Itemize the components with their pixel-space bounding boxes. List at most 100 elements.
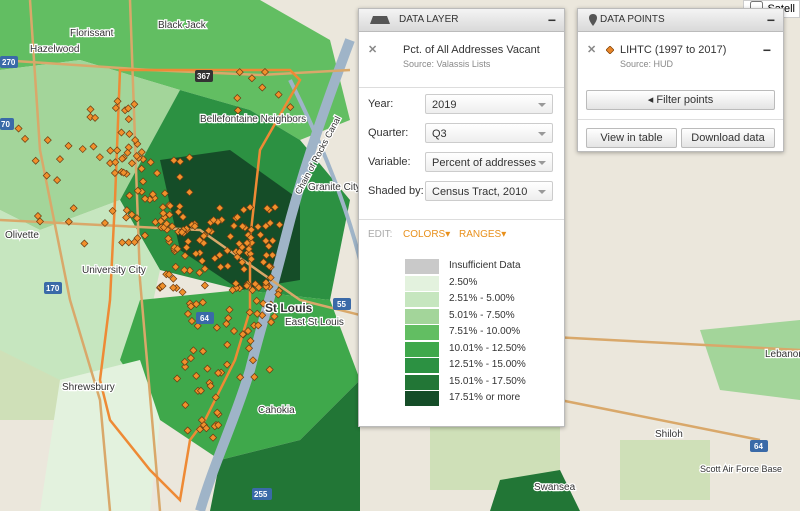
lihtc-point[interactable] xyxy=(123,148,132,157)
lihtc-point[interactable] xyxy=(133,214,142,223)
lihtc-point[interactable] xyxy=(265,365,274,374)
lihtc-point[interactable] xyxy=(238,330,247,339)
lihtc-point[interactable] xyxy=(133,186,142,195)
dropdown[interactable]: 2019 xyxy=(425,94,553,114)
lihtc-point[interactable] xyxy=(244,245,253,254)
remove-button[interactable]: ✕ xyxy=(368,44,378,56)
lihtc-point[interactable] xyxy=(246,233,255,242)
lihtc-point[interactable] xyxy=(55,155,64,164)
ranges-menu[interactable]: RANGES▾ xyxy=(459,229,507,240)
lihtc-point[interactable] xyxy=(183,309,192,318)
lihtc-point[interactable] xyxy=(245,344,254,353)
lihtc-point[interactable] xyxy=(192,300,201,309)
lihtc-point[interactable] xyxy=(176,157,185,166)
lihtc-point[interactable] xyxy=(262,251,271,260)
lihtc-point[interactable] xyxy=(131,136,140,145)
lihtc-point[interactable] xyxy=(169,274,178,283)
lihtc-point[interactable] xyxy=(209,215,218,224)
lihtc-point[interactable] xyxy=(259,299,268,308)
lihtc-point[interactable] xyxy=(137,164,146,173)
lihtc-point[interactable] xyxy=(140,231,149,240)
lihtc-point[interactable] xyxy=(274,90,283,99)
lihtc-point[interactable] xyxy=(264,242,273,251)
lihtc-point[interactable] xyxy=(254,321,263,330)
lihtc-point[interactable] xyxy=(211,393,220,402)
lihtc-point[interactable] xyxy=(235,247,244,256)
lihtc-point[interactable] xyxy=(117,128,126,137)
lihtc-point[interactable] xyxy=(21,134,30,143)
dropdown[interactable]: Q3 xyxy=(425,123,553,143)
lihtc-point[interactable] xyxy=(223,262,232,271)
lihtc-point[interactable] xyxy=(148,190,157,199)
lihtc-point[interactable] xyxy=(261,278,270,287)
lihtc-point[interactable] xyxy=(231,279,240,288)
lihtc-point[interactable] xyxy=(175,202,184,211)
lihtc-point[interactable] xyxy=(266,218,275,227)
lihtc-point[interactable] xyxy=(64,217,73,226)
lihtc-point[interactable] xyxy=(91,113,100,122)
lihtc-point[interactable] xyxy=(196,386,205,395)
lihtc-point[interactable] xyxy=(271,203,280,212)
lihtc-point[interactable] xyxy=(186,354,195,363)
lihtc-point[interactable] xyxy=(248,286,257,295)
lihtc-point[interactable] xyxy=(168,222,177,231)
lihtc-point[interactable] xyxy=(43,136,52,145)
lihtc-point[interactable] xyxy=(248,356,257,365)
lihtc-point[interactable] xyxy=(274,290,283,299)
lihtc-point[interactable] xyxy=(175,173,184,182)
lihtc-point[interactable] xyxy=(110,169,119,178)
lihtc-point[interactable] xyxy=(215,251,224,260)
lihtc-point[interactable] xyxy=(204,226,213,235)
dropdown[interactable]: Percent of addresses xyxy=(425,152,553,172)
lihtc-point[interactable] xyxy=(158,282,167,290)
lihtc-point[interactable] xyxy=(182,243,191,252)
lihtc-point[interactable] xyxy=(200,281,209,290)
lihtc-point[interactable] xyxy=(185,188,194,197)
lihtc-point[interactable] xyxy=(119,168,128,177)
lihtc-point[interactable] xyxy=(106,146,115,155)
lihtc-point[interactable] xyxy=(156,217,165,226)
lihtc-point[interactable] xyxy=(214,369,223,378)
lihtc-point[interactable] xyxy=(127,159,136,168)
remove-button[interactable]: ✕ xyxy=(587,44,597,56)
lihtc-point[interactable] xyxy=(250,372,259,381)
collapse-button[interactable]: − xyxy=(547,12,556,28)
lihtc-point[interactable] xyxy=(190,222,199,231)
lihtc-point[interactable] xyxy=(199,347,208,356)
lihtc-point[interactable] xyxy=(223,360,232,369)
lihtc-point[interactable] xyxy=(125,191,134,200)
lihtc-point[interactable] xyxy=(244,327,253,336)
lihtc-point[interactable] xyxy=(195,236,204,245)
download-button[interactable]: Download data xyxy=(681,128,775,148)
lihtc-point[interactable] xyxy=(214,421,223,430)
lihtc-point[interactable] xyxy=(166,201,175,210)
lihtc-point[interactable] xyxy=(36,217,45,226)
lihtc-point[interactable] xyxy=(124,104,133,113)
lihtc-point[interactable] xyxy=(225,305,234,314)
lihtc-point[interactable] xyxy=(247,225,256,234)
lihtc-point[interactable] xyxy=(233,106,242,115)
lihtc-point[interactable] xyxy=(198,256,207,265)
lihtc-point[interactable] xyxy=(256,230,265,239)
lihtc-point[interactable] xyxy=(222,319,231,328)
lihtc-point[interactable] xyxy=(203,364,212,373)
lihtc-point[interactable] xyxy=(213,408,222,417)
lihtc-point[interactable] xyxy=(78,145,87,154)
lihtc-point[interactable] xyxy=(178,288,187,297)
lihtc-point[interactable] xyxy=(169,283,178,292)
lihtc-point[interactable] xyxy=(153,169,162,178)
lihtc-point[interactable] xyxy=(95,153,104,162)
lihtc-point[interactable] xyxy=(139,177,148,186)
lihtc-point[interactable] xyxy=(184,237,193,246)
lihtc-point[interactable] xyxy=(165,210,174,219)
lihtc-point[interactable] xyxy=(230,326,239,335)
lihtc-point[interactable] xyxy=(165,270,174,279)
table-button[interactable]: View in table xyxy=(586,128,677,148)
lihtc-point[interactable] xyxy=(239,205,248,214)
lihtc-point[interactable] xyxy=(174,208,183,217)
lihtc-point[interactable] xyxy=(253,309,262,318)
lihtc-point[interactable] xyxy=(146,158,155,167)
lihtc-point[interactable] xyxy=(230,221,239,230)
lihtc-point[interactable] xyxy=(108,206,117,215)
lihtc-point[interactable] xyxy=(240,265,249,274)
